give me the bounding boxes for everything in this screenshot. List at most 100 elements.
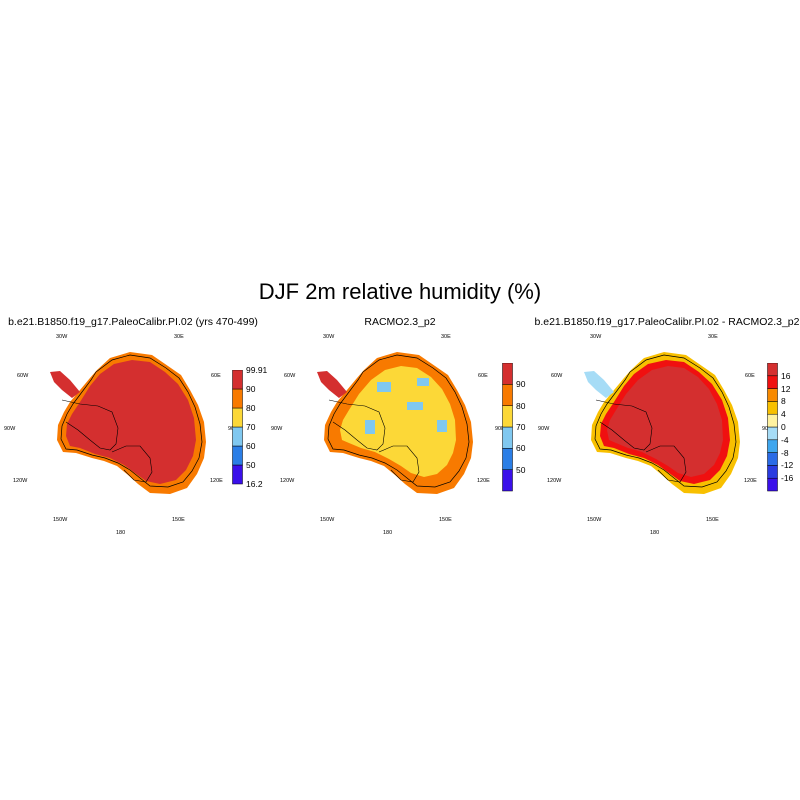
longitude-label: 150W bbox=[320, 517, 335, 523]
longitude-label: 90W bbox=[538, 426, 550, 432]
longitude-label: 150E bbox=[439, 517, 452, 523]
interior-plateau-region bbox=[340, 366, 456, 477]
longitude-label: 120W bbox=[13, 478, 28, 484]
colorbar-segment bbox=[232, 370, 243, 390]
colorbar-label: 60 bbox=[246, 441, 256, 451]
colorbar-label: 99.91 bbox=[246, 365, 268, 375]
longitude-label: 120E bbox=[477, 478, 490, 484]
grounding-line bbox=[61, 399, 119, 451]
colorbar-segment bbox=[767, 477, 778, 492]
colorbar-segment bbox=[767, 439, 778, 453]
figure-title: DJF 2m relative humidity (%) bbox=[258, 279, 542, 304]
colorbar-segment bbox=[232, 464, 243, 485]
colorbar-label: 70 bbox=[246, 422, 256, 432]
colorbar-segment bbox=[502, 448, 513, 470]
ice-shelf-line bbox=[378, 445, 420, 483]
low-humidity-patch bbox=[407, 402, 423, 410]
colorbar-label: 8 bbox=[781, 396, 786, 407]
longitude-label: 150E bbox=[706, 517, 719, 523]
colorbar-label: 0 bbox=[781, 422, 786, 432]
colorbar-label: -4 bbox=[781, 434, 789, 445]
colorbar-segment bbox=[232, 426, 243, 447]
panel-title: b.e21.B1850.f19_g17.PaleoCalibr.PI.02 (y… bbox=[8, 316, 258, 328]
longitude-label: 180 bbox=[116, 530, 126, 536]
ice-shelf-line bbox=[645, 445, 687, 483]
longitude-label: 30E bbox=[708, 334, 718, 340]
colorbar-label: -16 bbox=[781, 473, 794, 484]
longitude-label: 180 bbox=[650, 530, 660, 536]
colorbar-segment bbox=[767, 452, 778, 466]
longitude-label: 120E bbox=[210, 478, 223, 484]
panel-difference: b.e21.B1850.f19_g17.PaleoCalibr.PI.02 - … bbox=[534, 310, 800, 550]
colorbar-label: 80 bbox=[246, 403, 256, 413]
panel-title: b.e21.B1850.f19_g17.PaleoCalibr.PI.02 - … bbox=[534, 316, 800, 328]
colorbar-segment bbox=[502, 384, 513, 406]
colorbar-segment bbox=[232, 445, 243, 466]
colorbar-label: -8 bbox=[781, 447, 789, 458]
longitude-label: 30W bbox=[56, 334, 68, 340]
panel-title: RACMO2.3_p2 bbox=[364, 316, 436, 328]
colorbar bbox=[232, 370, 243, 485]
peninsula-region bbox=[584, 371, 614, 398]
panel-model: b.e21.B1850.f19_g17.PaleoCalibr.PI.02 (y… bbox=[0, 310, 268, 550]
longitude-label: 30W bbox=[590, 334, 602, 340]
longitude-label: 90W bbox=[4, 426, 16, 432]
antarctica-map bbox=[317, 352, 473, 494]
longitude-label: 60W bbox=[551, 373, 563, 379]
grounding-line bbox=[328, 399, 386, 451]
colorbar-segment bbox=[767, 465, 778, 479]
antarctica-map bbox=[50, 352, 206, 494]
interior-plateau-region bbox=[66, 360, 196, 484]
low-humidity-patch bbox=[417, 378, 429, 386]
longitude-label: 120W bbox=[547, 478, 562, 484]
colorbar-segment bbox=[502, 405, 513, 428]
colorbar-label: 4 bbox=[781, 409, 786, 420]
colorbar-label: 90 bbox=[246, 384, 256, 394]
longitude-label: 180 bbox=[383, 530, 393, 536]
longitude-label: 60W bbox=[17, 373, 29, 379]
colorbar-label: 50 bbox=[516, 464, 526, 475]
longitude-label: 120W bbox=[280, 478, 295, 484]
colorbar-label: 80 bbox=[516, 400, 526, 411]
colorbar bbox=[767, 363, 778, 492]
colorbar-segment bbox=[767, 426, 778, 441]
panel-racmo: RACMO2.3_p2 30W 30E 60W 60E 90W 90E 120W 120E 15… bbox=[267, 310, 533, 550]
ice-shelf-line bbox=[111, 445, 153, 483]
colorbar-segment bbox=[767, 413, 778, 428]
colorbar-segment bbox=[767, 363, 778, 377]
colorbar-label: 60 bbox=[516, 443, 526, 454]
coastline bbox=[594, 354, 737, 488]
colorbar-label: 16.2 bbox=[246, 479, 263, 489]
colorbar-segment bbox=[767, 388, 778, 402]
longitude-label: 90W bbox=[271, 426, 283, 432]
colorbar-segment bbox=[232, 388, 243, 409]
longitude-label: 90E bbox=[762, 426, 772, 432]
interior-plateau-region bbox=[607, 366, 723, 477]
colorbar bbox=[502, 363, 513, 492]
low-humidity-patch bbox=[437, 420, 447, 432]
peninsula-region bbox=[50, 371, 80, 398]
antarctica-map bbox=[584, 352, 740, 494]
colorbar-label: 70 bbox=[516, 422, 526, 432]
longitude-label: 150W bbox=[53, 517, 68, 523]
colorbar-segment bbox=[502, 426, 513, 449]
colorbar-label: 50 bbox=[246, 460, 256, 470]
longitude-label: 60E bbox=[478, 373, 488, 379]
longitude-label: 30E bbox=[174, 334, 184, 340]
colorbar-segment bbox=[502, 469, 513, 492]
colorbar-label: 90 bbox=[516, 379, 526, 390]
colorbar-segment bbox=[502, 363, 513, 385]
colorbar-label: -12 bbox=[781, 460, 794, 471]
longitude-label: 30W bbox=[323, 334, 335, 340]
longitude-label: 30E bbox=[441, 334, 451, 340]
low-humidity-patch bbox=[365, 420, 375, 434]
longitude-label: 60W bbox=[284, 373, 296, 379]
longitude-label: 150W bbox=[587, 517, 602, 523]
colorbar-segment bbox=[232, 407, 243, 428]
coastline bbox=[60, 354, 203, 488]
longitude-label: 60E bbox=[211, 373, 221, 379]
peninsula-region bbox=[317, 371, 347, 398]
colorbar-label: 16 bbox=[781, 370, 791, 381]
longitude-label: 120E bbox=[744, 478, 757, 484]
colorbar-segment bbox=[767, 401, 778, 415]
